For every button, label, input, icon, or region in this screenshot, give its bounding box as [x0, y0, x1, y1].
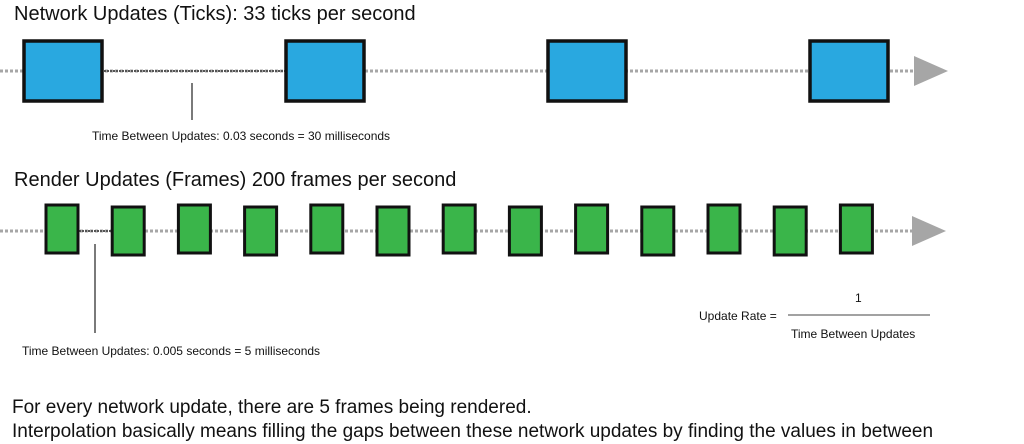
network-tick-block: [284, 39, 366, 103]
formula-denominator: Time Between Updates: [791, 327, 916, 341]
render-frame-block: [110, 205, 146, 257]
render-frame-block: [772, 205, 808, 257]
formula-lhs: Update Rate =: [699, 309, 777, 323]
footer-line-1: For every network update, there are 5 fr…: [12, 397, 532, 418]
render-frame-block: [309, 203, 345, 255]
render-title: Render Updates (Frames) 200 frames per s…: [14, 169, 457, 191]
network-blocks: [22, 39, 890, 103]
formula-numerator: 1: [855, 291, 862, 305]
render-frame-block: [574, 203, 610, 255]
render-frame-block: [706, 203, 742, 255]
network-timeline: [0, 39, 948, 120]
render-frame-block: [243, 205, 279, 257]
network-arrowhead: [914, 56, 948, 86]
network-gap-label: Time Between Updates: 0.03 seconds = 30 …: [92, 129, 391, 143]
network-title: Network Updates (Ticks): 33 ticks per se…: [14, 3, 416, 25]
render-frame-block: [176, 203, 212, 255]
render-gap-label: Time Between Updates: 0.005 seconds = 5 …: [22, 344, 321, 358]
network-tick-block: [22, 39, 104, 103]
footer-line-2: Interpolation basically means filling th…: [12, 421, 934, 442]
render-frame-block: [375, 205, 411, 257]
render-blocks: [44, 203, 874, 257]
render-frame-block: [44, 203, 80, 255]
render-frame-block: [838, 203, 874, 255]
render-frame-block: [507, 205, 543, 257]
network-tick-block: [808, 39, 890, 103]
render-frame-block: [441, 203, 477, 255]
render-timeline: [0, 203, 946, 333]
network-tick-block: [546, 39, 628, 103]
render-frame-block: [640, 205, 676, 257]
render-arrowhead: [912, 216, 946, 246]
